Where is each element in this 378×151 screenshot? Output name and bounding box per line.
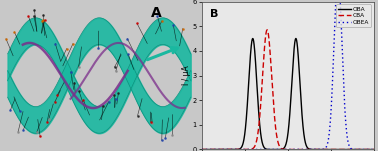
CBA [200, 149, 204, 150]
CBA [372, 149, 376, 150]
OBA [372, 149, 376, 150]
CBA [262, 51, 266, 53]
OBEA [200, 149, 204, 150]
OBA [327, 149, 332, 150]
Text: A: A [151, 6, 162, 20]
Legend: OBA, CBA, OBEA: OBA, CBA, OBEA [336, 4, 371, 27]
CBA [265, 29, 270, 31]
CBA [336, 149, 341, 150]
CBA [327, 149, 332, 150]
OBA [302, 133, 306, 135]
OBA [294, 38, 298, 39]
OBA [200, 149, 204, 150]
OBA [262, 147, 266, 148]
Line: CBA: CBA [202, 30, 374, 149]
CBA [208, 149, 213, 150]
Line: OBEA: OBEA [202, 0, 374, 149]
OBEA [327, 129, 332, 131]
OBA [208, 149, 213, 150]
OBEA [372, 149, 376, 150]
OBA [309, 149, 314, 150]
OBEA [309, 149, 314, 150]
Y-axis label: I / μA: I / μA [182, 66, 191, 85]
CBA [302, 149, 306, 150]
Line: OBA: OBA [202, 39, 374, 149]
OBEA [208, 149, 213, 150]
OBEA [262, 149, 266, 150]
OBA [336, 149, 341, 150]
OBEA [302, 149, 306, 150]
Text: B: B [210, 9, 219, 19]
CBA [309, 149, 314, 150]
